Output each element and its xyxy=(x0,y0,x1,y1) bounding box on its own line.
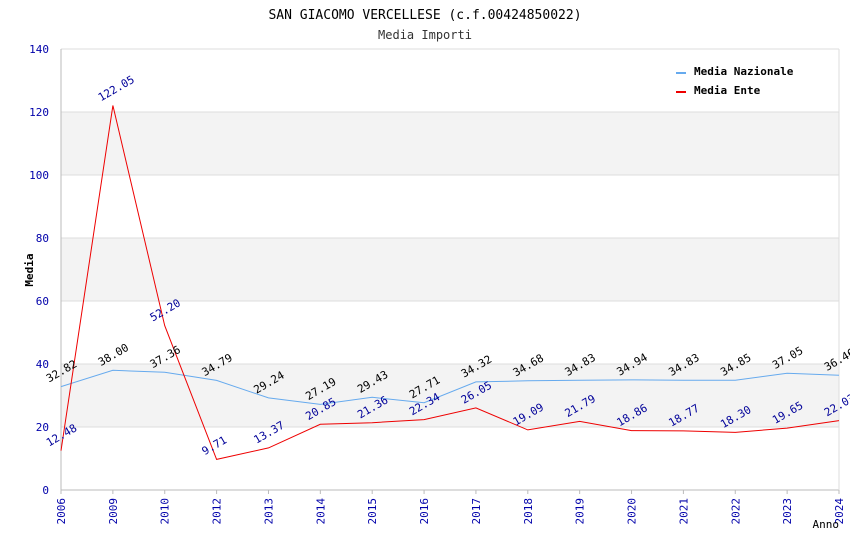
x-tick-label: 2022 xyxy=(729,498,742,525)
y-tick-label: 20 xyxy=(36,421,49,434)
y-tick-label: 0 xyxy=(42,484,49,497)
chart-title: SAN GIACOMO VERCELLESE (c.f.00424850022) xyxy=(268,8,581,23)
grid-band xyxy=(61,364,839,427)
legend-label-media-ente: Media Ente xyxy=(694,84,761,97)
y-axis-label: Media xyxy=(23,253,36,286)
y-tick-labels: 0 20 40 60 80 100 120 140 xyxy=(29,43,49,497)
axes xyxy=(60,49,840,491)
chart-subtitle: Media Importi xyxy=(378,28,472,42)
x-tick-label: 2023 xyxy=(781,498,794,525)
y-tick-label: 140 xyxy=(29,43,49,56)
x-axis-label: Anno xyxy=(813,518,840,531)
x-tick-label: 2020 xyxy=(626,498,639,525)
y-tick-label: 120 xyxy=(29,106,49,119)
series-line-media-ente xyxy=(60,105,840,460)
grid-band xyxy=(61,238,839,301)
x-tick-label: 2010 xyxy=(159,498,172,525)
y-tick-label: 40 xyxy=(36,358,49,371)
x-tick-label: 2013 xyxy=(262,498,275,525)
series-lines xyxy=(60,105,840,460)
x-tick-label: 2021 xyxy=(677,498,690,525)
legend: Media Nazionale Media Ente xyxy=(676,65,794,97)
y-tick-label: 60 xyxy=(36,295,49,308)
x-tick-label: 2024 xyxy=(833,498,846,525)
x-tick-label: 2019 xyxy=(574,498,587,525)
grid-band xyxy=(61,112,839,175)
x-tick-label: 2014 xyxy=(314,498,327,525)
x-tick-label: 2018 xyxy=(522,498,535,525)
x-tick-labels: 2006 2009 2010 2012 2013 2014 2015 2016 2017 2018… xyxy=(55,490,846,525)
grid-bands xyxy=(61,112,839,427)
x-tick-label: 2015 xyxy=(366,498,379,525)
x-tick-label: 2006 xyxy=(55,498,68,525)
x-tick-label: 2017 xyxy=(470,498,483,525)
y-tick-label: 80 xyxy=(36,232,49,245)
x-tick-label: 2012 xyxy=(211,498,224,525)
legend-label-media-nazionale: Media Nazionale xyxy=(694,65,794,78)
x-tick-label: 2009 xyxy=(107,498,120,525)
x-tick-label: 2016 xyxy=(418,498,431,525)
series-line-media-nazionale xyxy=(60,369,840,405)
y-tick-label: 100 xyxy=(29,169,49,182)
